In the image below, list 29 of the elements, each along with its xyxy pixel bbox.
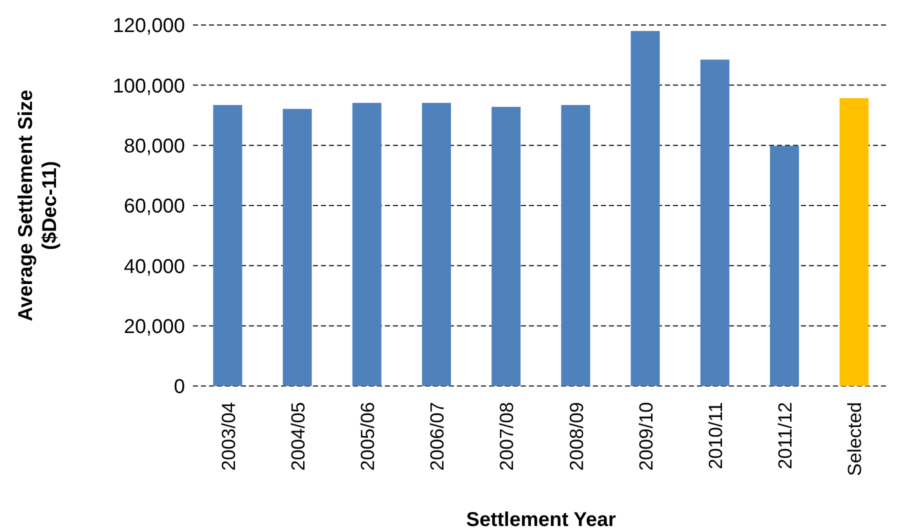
x-tick-label: 2011/12 — [776, 402, 797, 470]
bar — [840, 98, 869, 386]
x-tick-label: 2007/08 — [497, 402, 518, 471]
y-axis-title: Average Settlement Size ($Dec-11) — [15, 90, 61, 322]
x-tick-label: 2010/11 — [706, 402, 727, 470]
bar — [492, 106, 521, 386]
y-tick-label: 80,000 — [124, 135, 185, 158]
y-tick-label: 100,000 — [112, 75, 185, 98]
y-tick-label: 0 — [174, 376, 185, 398]
bar — [630, 31, 660, 386]
y-tick-label: 40,000 — [124, 256, 185, 278]
x-tick-label: 2009/10 — [636, 402, 658, 471]
y-tick-label: 60,000 — [124, 196, 185, 218]
x-tick-label: 2004/05 — [288, 402, 310, 471]
bar — [561, 105, 590, 386]
bar — [352, 102, 382, 386]
bar — [282, 108, 312, 386]
x-tick-label: 2008/09 — [566, 402, 588, 471]
bar — [213, 105, 242, 386]
x-tick-label: 2006/07 — [428, 402, 449, 471]
x-axis-title: Settlement Year — [466, 509, 616, 530]
y-tick-label: 120,000 — [112, 15, 185, 38]
x-tick-label: 2005/06 — [358, 402, 379, 471]
x-tick-label: Selected — [845, 402, 866, 476]
x-tick-label: 2003/04 — [218, 402, 240, 471]
bar — [700, 60, 730, 386]
bar — [422, 102, 451, 386]
bar — [770, 146, 799, 386]
y-tick-label: 20,000 — [124, 316, 185, 338]
